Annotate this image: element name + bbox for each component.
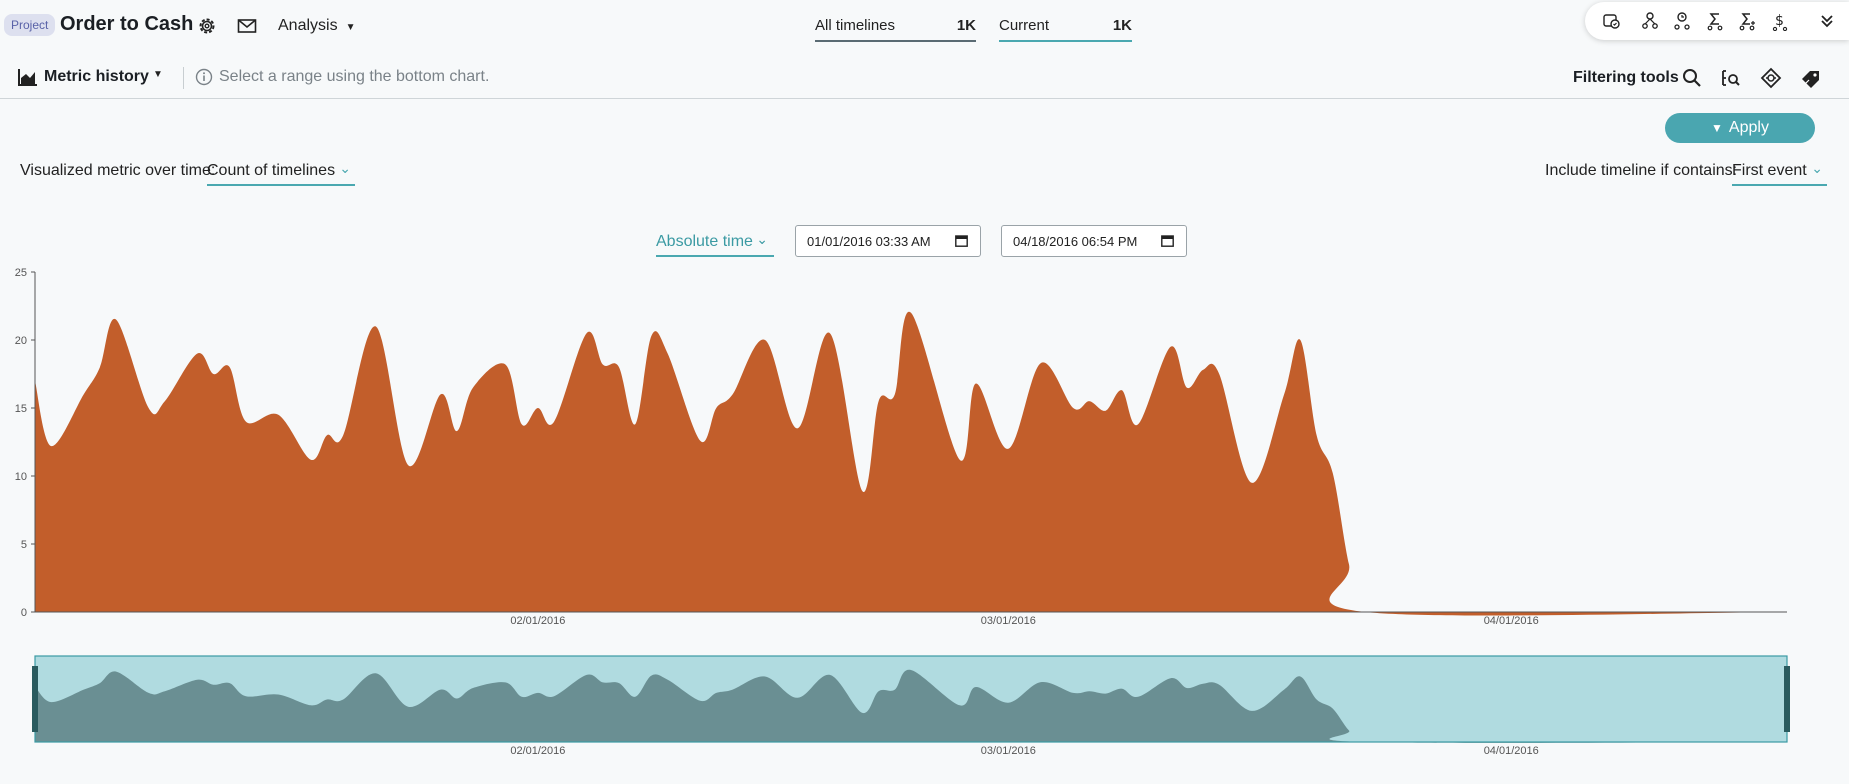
range-hint: Select a range using the bottom chart. (219, 68, 490, 85)
sum-map-icon[interactable] (1737, 11, 1757, 31)
brush-x-tick-label: 04/01/2016 (1484, 745, 1539, 757)
metric-select-value: Count of timelines (207, 162, 336, 179)
project-badge: Project (4, 14, 56, 36)
x-tick-label: 03/01/2016 (981, 615, 1036, 627)
range-brush-handle-right[interactable] (1784, 666, 1790, 732)
analysis-label: Analysis (278, 17, 338, 34)
end-datetime-input[interactable]: 04/18/2016 06:54 PM (1001, 225, 1187, 257)
page-title: Order to Cash (60, 13, 194, 35)
apply-label: Apply (1728, 119, 1769, 136)
chevron-down-icon: ▼ (345, 22, 356, 33)
clock-map-icon[interactable] (1672, 11, 1692, 31)
include-select-value: First event (1732, 162, 1807, 179)
filtering-tools-label: Filtering tools (1573, 69, 1679, 86)
toolbar-divider (183, 67, 184, 89)
gear-icon[interactable] (196, 15, 218, 37)
y-tick-label: 15 (15, 403, 27, 415)
search-icon[interactable] (1681, 67, 1703, 89)
include-select[interactable]: First event ⌄ (1732, 160, 1827, 186)
variant-filter-icon[interactable] (1760, 67, 1782, 89)
view-selector[interactable]: Metric history (44, 68, 149, 85)
svg-text:$: $ (1775, 13, 1784, 29)
process-map-icon[interactable] (1640, 11, 1660, 31)
brush-x-tick-label: 02/01/2016 (510, 745, 565, 757)
tab-current-timelines[interactable]: Current 1K (999, 16, 1132, 42)
metric-label: Visualized metric over time: (20, 162, 216, 179)
top-bar: Project Order to Cash Analysis ▼ All time… (0, 0, 1849, 52)
view-icon-panel: $ (1585, 2, 1849, 40)
mail-icon[interactable] (236, 15, 258, 37)
tab-all-timelines-label: All timelines (815, 17, 896, 34)
metric-select[interactable]: Count of timelines ⌄ (207, 160, 355, 186)
analysis-menu[interactable]: Analysis ▼ (278, 17, 355, 35)
cost-map-icon[interactable]: $ (1770, 11, 1790, 32)
y-tick-label: 20 (15, 335, 27, 347)
sigma-map-icon[interactable] (1705, 11, 1725, 31)
time-mode-select[interactable]: Absolute time ⌄ (656, 231, 774, 257)
tab-current-timelines-label: Current (999, 17, 1050, 34)
y-tick-label: 10 (15, 471, 27, 483)
tab-all-timelines[interactable]: All timelines 1K (815, 16, 976, 42)
collapse-chevron-icon[interactable] (1817, 11, 1837, 31)
tab-all-timelines-count: 1K (956, 17, 976, 34)
x-tick-label: 02/01/2016 (510, 615, 565, 627)
start-datetime-value: 01/01/2016 03:33 AM (807, 234, 931, 249)
time-mode-value: Absolute time (656, 233, 753, 250)
tab-current-timelines-count: 1K (1112, 17, 1132, 34)
x-tick-label: 04/01/2016 (1484, 615, 1539, 627)
map-toggle-icon[interactable] (1601, 11, 1621, 31)
filter-icon: ▼ (1711, 121, 1723, 135)
y-tick-label: 5 (21, 539, 27, 551)
chevron-down-icon: ⌄ (339, 160, 351, 176)
info-icon (195, 68, 213, 86)
start-datetime-input[interactable]: 01/01/2016 03:33 AM (795, 225, 981, 257)
range-brush-area (35, 669, 1787, 743)
calendar-icon[interactable] (955, 234, 968, 247)
include-label: Include timeline if contains: (1545, 162, 1738, 179)
attribute-filter-icon[interactable] (1720, 67, 1742, 89)
calendar-icon[interactable] (1161, 234, 1174, 247)
y-tick-label: 0 (21, 607, 27, 619)
chevron-down-icon[interactable]: ▼ (153, 69, 163, 80)
end-datetime-value: 04/18/2016 06:54 PM (1013, 234, 1138, 249)
apply-button[interactable]: ▼ Apply (1665, 113, 1815, 143)
y-tick-label: 25 (15, 267, 27, 279)
chevron-down-icon: ⌄ (1811, 160, 1823, 176)
view-toolbar: Metric history ▼ Select a range using th… (0, 52, 1849, 99)
chevron-down-icon: ⌄ (756, 231, 768, 247)
tag-filter-icon[interactable] (1800, 67, 1822, 89)
brush-x-tick-label: 03/01/2016 (981, 745, 1036, 757)
metric-history-icon (18, 68, 38, 86)
range-brush-handle-left[interactable] (32, 666, 38, 732)
metric-area-series (35, 311, 1787, 616)
